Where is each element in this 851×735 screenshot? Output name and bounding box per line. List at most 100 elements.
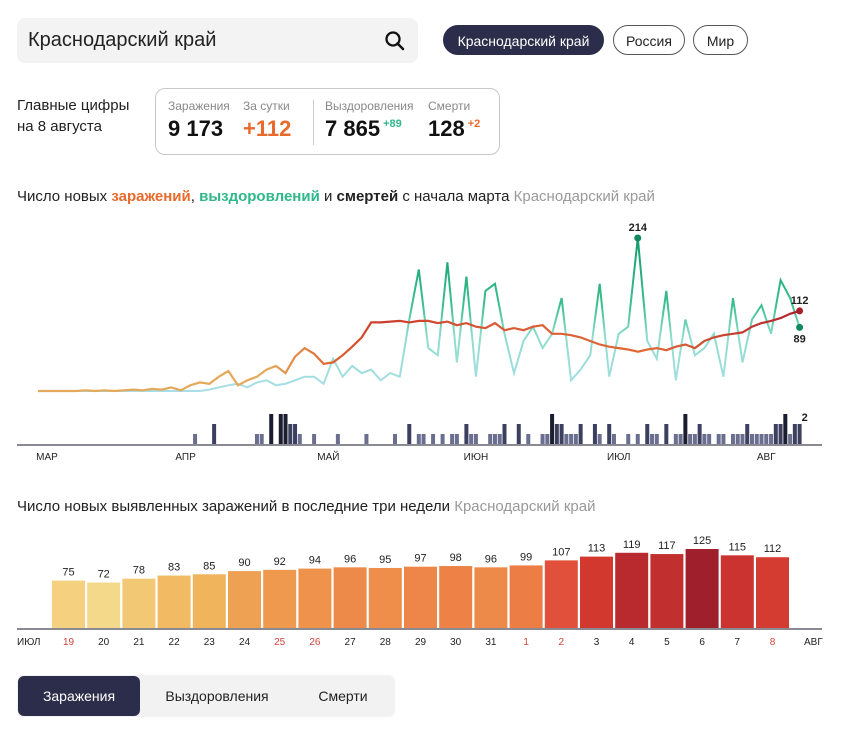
bar xyxy=(650,554,684,628)
deaths-bar xyxy=(654,434,659,444)
cases-last-label: 112 xyxy=(791,295,809,307)
bar-value-label: 72 xyxy=(98,568,110,580)
bar-chart: 7519722078218322852390249225942696279528… xyxy=(17,535,823,648)
deaths-bar xyxy=(364,434,369,444)
title-text: и xyxy=(319,188,337,205)
region-pill-krasnodar[interactable]: Краснодарский край xyxy=(443,25,604,55)
deaths-bar xyxy=(678,434,683,444)
stat-label: Заражения xyxy=(168,99,230,113)
deaths-bar xyxy=(288,424,293,444)
deaths-bar xyxy=(764,434,769,444)
deaths-bar xyxy=(283,414,288,444)
title-region: Краснодарский край xyxy=(454,498,596,515)
bar xyxy=(615,552,649,628)
date-label: 21 xyxy=(133,637,145,648)
summary-heading: Главные цифры на 8 августа xyxy=(17,95,129,137)
stat-recovered: Выздоровления 7 865 +89 xyxy=(325,99,414,142)
deaths-bar xyxy=(473,434,478,444)
bar xyxy=(474,567,508,628)
deaths-bar xyxy=(735,434,740,444)
search-icon[interactable] xyxy=(384,30,406,52)
bar-value-label: 112 xyxy=(764,543,782,555)
date-label: 2 xyxy=(559,637,565,648)
bar-value-label: 95 xyxy=(379,554,391,566)
deaths-bar xyxy=(407,424,412,444)
stat-label: Смерти xyxy=(428,99,471,113)
bar-value-label: 107 xyxy=(552,546,570,558)
deaths-bar xyxy=(730,434,735,444)
deaths-bar xyxy=(702,434,707,444)
bar-value-label: 99 xyxy=(520,551,532,563)
deaths-bar xyxy=(721,434,726,444)
deaths-bar xyxy=(335,434,340,444)
deaths-bar xyxy=(502,424,507,444)
recovered-series-line xyxy=(38,237,801,392)
deaths-bar xyxy=(650,434,655,444)
region-search[interactable]: Краснодарский край xyxy=(17,18,418,63)
bar-value-label: 94 xyxy=(309,555,321,567)
search-input[interactable]: Краснодарский край xyxy=(28,29,217,51)
deaths-bar xyxy=(778,424,783,444)
bar-value-label: 115 xyxy=(729,541,747,553)
deaths-bar xyxy=(611,434,616,444)
deaths-bar xyxy=(792,424,797,444)
tab-deaths[interactable]: Смерти xyxy=(318,688,368,704)
bar-value-label: 98 xyxy=(450,552,462,564)
date-label: 29 xyxy=(415,637,427,648)
title-recovered: выздоровлений xyxy=(199,188,320,205)
bar xyxy=(228,571,261,628)
month-label: АВГ xyxy=(757,452,776,463)
stat-daily: За сутки +112 xyxy=(243,99,291,142)
deaths-bar xyxy=(597,434,602,444)
stat-value: 9 173 xyxy=(168,116,224,141)
stat-value: +112 xyxy=(243,116,292,141)
deaths-bar xyxy=(193,434,198,444)
date-label: 24 xyxy=(239,637,251,648)
bar xyxy=(52,580,85,628)
bar-value-label: 125 xyxy=(693,535,711,547)
bar-value-label: 92 xyxy=(274,556,286,568)
stat-delta: +2 xyxy=(467,118,481,130)
tab-recovered[interactable]: Выздоровления xyxy=(165,688,269,704)
bar-value-label: 85 xyxy=(203,560,215,572)
deaths-bar xyxy=(683,414,688,444)
bar-value-label: 96 xyxy=(485,553,497,565)
stat-cases: Заражения 9 173 xyxy=(168,99,230,142)
date-label: 3 xyxy=(594,637,600,648)
date-label: 6 xyxy=(699,637,705,648)
deaths-bar xyxy=(450,434,455,444)
deaths-bar xyxy=(607,424,612,444)
deaths-bar xyxy=(688,434,693,444)
deaths-bar xyxy=(635,434,640,444)
bar xyxy=(685,549,719,628)
deaths-bar xyxy=(754,434,759,444)
bar-value-label: 96 xyxy=(344,553,356,565)
bar xyxy=(157,575,191,628)
deaths-bar xyxy=(783,414,788,444)
title-text: , xyxy=(190,188,200,205)
deaths-bar xyxy=(259,434,264,444)
recovered-last-point xyxy=(796,323,804,331)
deaths-bar xyxy=(492,434,497,444)
bar-value-label: 113 xyxy=(588,543,606,555)
deaths-bar xyxy=(664,424,669,444)
region-pill-world[interactable]: Мир xyxy=(693,25,748,55)
date-label: 5 xyxy=(664,637,670,648)
deaths-bar xyxy=(393,434,397,444)
title-region: Краснодарский край xyxy=(513,188,655,205)
deaths-bar xyxy=(745,424,750,444)
date-label: 20 xyxy=(98,637,110,648)
deaths-bar xyxy=(578,424,583,444)
month-label: МАР xyxy=(36,452,58,463)
title-text: с начала марта xyxy=(398,188,510,205)
month-end-label: АВГ xyxy=(804,637,823,648)
deaths-bar xyxy=(421,434,426,444)
region-pill-russia[interactable]: Россия xyxy=(613,25,685,55)
deaths-bar xyxy=(673,434,678,444)
deaths-bar xyxy=(592,424,597,444)
tab-cases[interactable]: Заражения xyxy=(18,676,140,716)
deaths-bar xyxy=(769,434,774,444)
cases-series-line xyxy=(38,309,800,393)
date-label: 4 xyxy=(629,637,635,648)
bar xyxy=(720,555,754,628)
